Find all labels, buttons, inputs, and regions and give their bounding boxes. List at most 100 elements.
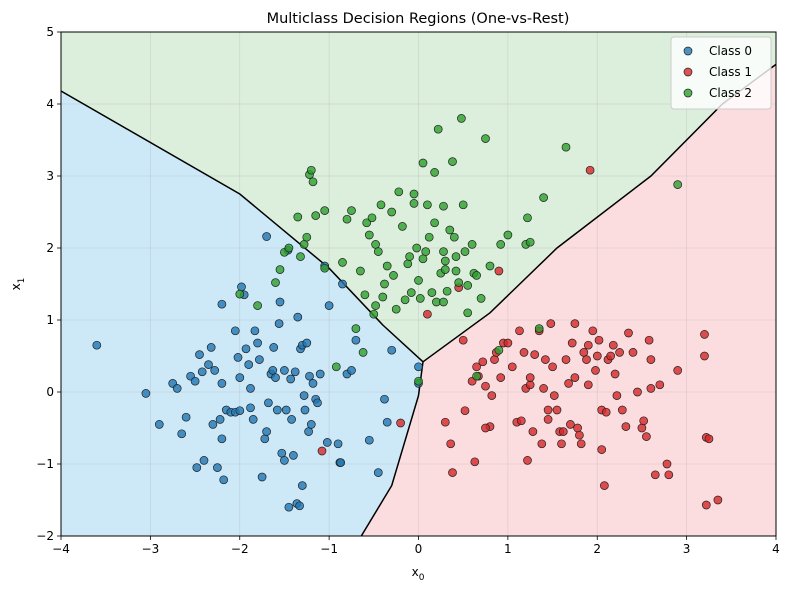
point-class-1 bbox=[600, 481, 609, 490]
point-class-2 bbox=[485, 261, 495, 271]
x-tick-label: 0 bbox=[415, 542, 423, 556]
point-class-0 bbox=[287, 415, 296, 424]
point-class-1 bbox=[423, 309, 432, 319]
point-class-1 bbox=[597, 445, 607, 454]
point-class-2 bbox=[382, 261, 392, 271]
point-class-2 bbox=[376, 200, 386, 210]
point-class-1 bbox=[539, 384, 548, 393]
point-class-1 bbox=[478, 357, 488, 367]
point-class-2 bbox=[331, 362, 341, 372]
point-class-2 bbox=[458, 200, 468, 210]
point-class-1 bbox=[548, 362, 557, 372]
point-class-0 bbox=[305, 371, 314, 381]
point-class-0 bbox=[347, 366, 356, 375]
point-class-1 bbox=[601, 407, 611, 417]
point-class-2 bbox=[430, 168, 439, 177]
point-class-2 bbox=[405, 252, 414, 261]
point-class-0 bbox=[295, 501, 304, 511]
legend-label: Class 1 bbox=[709, 65, 752, 79]
point-class-2 bbox=[439, 201, 448, 211]
point-class-1 bbox=[610, 369, 620, 379]
point-class-2 bbox=[414, 376, 423, 386]
point-class-0 bbox=[219, 475, 229, 485]
point-class-1 bbox=[644, 335, 654, 345]
point-class-2 bbox=[271, 278, 280, 287]
point-class-1 bbox=[673, 366, 683, 375]
point-class-0 bbox=[262, 232, 271, 241]
point-class-0 bbox=[246, 384, 255, 393]
point-class-1 bbox=[494, 266, 504, 276]
point-class-1 bbox=[448, 468, 457, 477]
legend-box bbox=[670, 36, 772, 110]
point-class-0 bbox=[271, 373, 280, 382]
point-class-1 bbox=[700, 330, 709, 339]
point-class-0 bbox=[141, 389, 151, 398]
legend: Class 0 Class 1 Class 2 bbox=[670, 36, 772, 110]
point-class-1 bbox=[481, 423, 490, 433]
point-class-1 bbox=[564, 379, 573, 388]
point-class-2 bbox=[418, 158, 428, 168]
point-class-1 bbox=[612, 391, 622, 400]
point-class-2 bbox=[460, 247, 470, 256]
y-tick-label: 3 bbox=[46, 169, 54, 183]
legend-marker bbox=[683, 67, 693, 77]
point-class-0 bbox=[181, 412, 191, 422]
point-class-0 bbox=[308, 379, 318, 388]
x-tick-label: 2 bbox=[593, 542, 601, 556]
point-class-2 bbox=[299, 240, 309, 249]
point-class-2 bbox=[311, 211, 321, 220]
point-class-0 bbox=[233, 353, 243, 362]
point-class-1 bbox=[537, 439, 547, 449]
point-class-0 bbox=[195, 350, 204, 359]
point-class-0 bbox=[253, 338, 262, 348]
point-class-2 bbox=[451, 252, 461, 261]
point-class-1 bbox=[496, 373, 506, 382]
point-class-0 bbox=[281, 405, 291, 415]
legend-label: Class 0 bbox=[709, 44, 752, 58]
point-class-2 bbox=[400, 295, 410, 305]
point-class-2 bbox=[235, 289, 245, 299]
point-class-2 bbox=[406, 288, 416, 297]
point-class-0 bbox=[172, 384, 182, 393]
point-class-0 bbox=[268, 366, 278, 375]
point-class-1 bbox=[543, 415, 553, 424]
point-class-2 bbox=[373, 247, 383, 256]
point-class-2 bbox=[360, 290, 370, 300]
point-class-2 bbox=[673, 180, 683, 189]
point-class-2 bbox=[430, 218, 439, 228]
region-class-0 bbox=[61, 91, 423, 536]
point-class-1 bbox=[582, 355, 591, 364]
point-class-0 bbox=[272, 405, 282, 415]
x-axis-ticks: −4 −3 −2 −1 0 1 2 3 4 bbox=[52, 536, 780, 556]
point-class-0 bbox=[215, 415, 225, 424]
y-axis-label: x1 bbox=[9, 278, 27, 291]
point-class-0 bbox=[299, 391, 309, 400]
point-class-2 bbox=[449, 232, 459, 242]
point-class-2 bbox=[454, 278, 464, 287]
point-class-0 bbox=[217, 379, 227, 388]
point-class-2 bbox=[481, 134, 490, 143]
point-class-1 bbox=[567, 338, 577, 348]
point-class-0 bbox=[380, 394, 389, 404]
point-class-2 bbox=[409, 189, 419, 199]
point-class-0 bbox=[382, 417, 392, 427]
point-class-0 bbox=[293, 312, 303, 322]
point-class-2 bbox=[387, 207, 397, 217]
point-class-1 bbox=[317, 446, 327, 456]
legend-marker bbox=[683, 46, 693, 56]
point-class-2 bbox=[440, 265, 450, 274]
point-class-2 bbox=[539, 193, 548, 202]
point-class-2 bbox=[463, 308, 473, 318]
point-class-2 bbox=[503, 230, 513, 240]
point-class-0 bbox=[154, 420, 164, 429]
point-class-2 bbox=[369, 309, 379, 319]
point-class-2 bbox=[445, 225, 455, 235]
point-class-1 bbox=[617, 405, 627, 415]
point-class-0 bbox=[235, 373, 245, 382]
point-class-1 bbox=[704, 434, 714, 444]
point-class-0 bbox=[275, 297, 285, 307]
point-class-2 bbox=[394, 187, 404, 197]
point-class-0 bbox=[300, 405, 310, 415]
point-class-0 bbox=[177, 429, 187, 439]
point-class-0 bbox=[280, 366, 289, 375]
